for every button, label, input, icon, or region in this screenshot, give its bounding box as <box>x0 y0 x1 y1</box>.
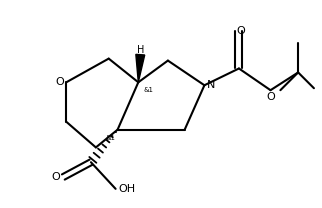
Text: &1: &1 <box>143 87 153 93</box>
Text: OH: OH <box>118 184 136 194</box>
Text: &1: &1 <box>106 135 116 141</box>
Text: N: N <box>207 80 216 90</box>
Text: O: O <box>52 172 60 182</box>
Text: H: H <box>137 45 144 55</box>
Text: O: O <box>266 92 275 102</box>
Text: O: O <box>56 77 64 87</box>
Polygon shape <box>136 54 145 82</box>
Text: O: O <box>237 26 245 36</box>
